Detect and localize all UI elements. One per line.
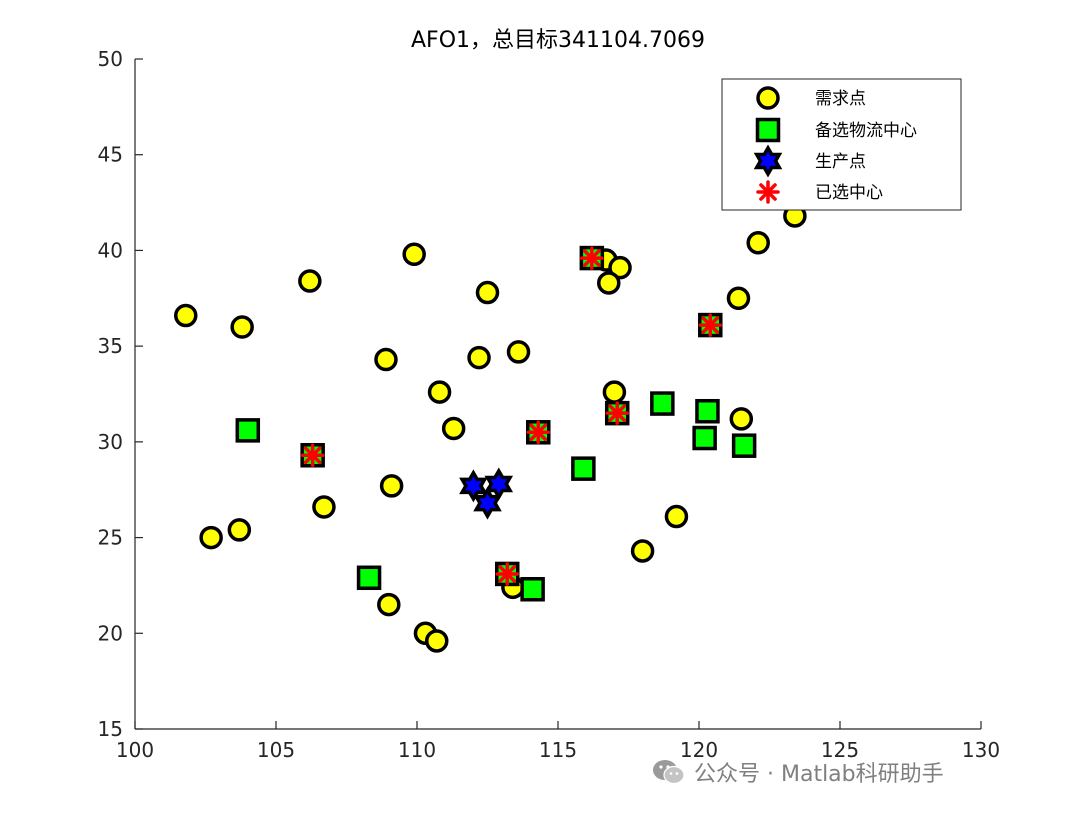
y-tick-label: 50 xyxy=(98,47,123,71)
circle-point xyxy=(174,303,198,328)
circle-point xyxy=(630,539,655,563)
asterisk-point xyxy=(698,313,723,337)
circle-point xyxy=(377,592,401,617)
square-point xyxy=(695,398,720,424)
square-point xyxy=(356,565,382,591)
square-point xyxy=(571,456,596,481)
circle-point xyxy=(199,525,223,550)
square-point xyxy=(235,418,261,443)
circle-point xyxy=(379,474,404,498)
circle-point xyxy=(597,271,621,295)
y-tick-label: 35 xyxy=(98,334,123,358)
hexagram-point xyxy=(459,469,488,503)
y-tick-label: 45 xyxy=(98,143,123,167)
legend-hexagram-icon xyxy=(753,144,783,178)
legend-square-icon xyxy=(755,117,781,143)
x-tick-label: 130 xyxy=(962,738,1000,762)
x-tick-label: 100 xyxy=(116,738,154,762)
asterisk-point xyxy=(300,443,325,468)
circle-point xyxy=(402,242,426,267)
asterisk-point xyxy=(605,401,629,425)
wechat-icon xyxy=(653,760,685,785)
circle-point xyxy=(427,380,452,404)
circle-point xyxy=(424,629,449,653)
watermark-text: 公众号 · Matlab科研助手 xyxy=(694,762,944,787)
circle-point xyxy=(726,286,751,311)
x-tick-label: 120 xyxy=(680,738,718,762)
circle-point xyxy=(227,518,252,542)
legend-circle-icon xyxy=(756,86,780,110)
circle-point xyxy=(298,269,322,293)
square-point xyxy=(520,577,545,602)
y-tick-label: 20 xyxy=(98,621,123,645)
asterisk-point xyxy=(526,420,551,445)
y-tick-label: 15 xyxy=(98,717,123,741)
circle-point xyxy=(441,416,466,441)
legend-label: 已选中心 xyxy=(815,183,883,203)
x-tick-label: 125 xyxy=(821,738,859,762)
square-point xyxy=(731,433,757,458)
hexagram-point xyxy=(473,486,502,520)
data-marks xyxy=(174,204,807,653)
circle-point xyxy=(729,407,754,431)
x-ticks: 100 105 110 115 120 125 130 xyxy=(116,721,1000,762)
circle-point xyxy=(602,380,627,404)
y-ticks: 15 20 25 30 35 40 45 50 xyxy=(98,47,143,741)
legend-asterisk-icon xyxy=(756,180,780,204)
circle-point xyxy=(506,340,531,364)
x-tick-label: 110 xyxy=(398,738,436,762)
x-tick-label: 105 xyxy=(257,738,295,762)
y-tick-label: 40 xyxy=(98,238,123,262)
series-asterisk xyxy=(300,246,723,586)
watermark: 公众号 · Matlab科研助手 xyxy=(652,756,944,788)
circle-point xyxy=(312,495,336,519)
circle-point xyxy=(608,255,632,280)
legend-label: 备选物流中心 xyxy=(815,121,917,141)
legend-label: 生产点 xyxy=(815,152,866,172)
circle-point xyxy=(467,345,491,370)
chart-title: AFO1，总目标341104.7069 xyxy=(411,28,705,53)
x-tick-label: 115 xyxy=(539,738,577,762)
circle-point xyxy=(664,504,689,529)
circle-point xyxy=(230,315,254,339)
square-point xyxy=(650,391,675,416)
asterisk-point xyxy=(495,562,519,586)
circle-point xyxy=(475,280,500,305)
circle-point xyxy=(374,347,398,372)
y-tick-label: 25 xyxy=(98,526,123,550)
y-tick-label: 30 xyxy=(98,430,123,454)
series-hexagram xyxy=(459,467,514,520)
series-circle xyxy=(174,204,807,653)
square-point xyxy=(692,425,717,451)
circle-point xyxy=(746,231,770,255)
asterisk-point xyxy=(580,246,604,270)
legend-label: 需求点 xyxy=(815,89,866,109)
